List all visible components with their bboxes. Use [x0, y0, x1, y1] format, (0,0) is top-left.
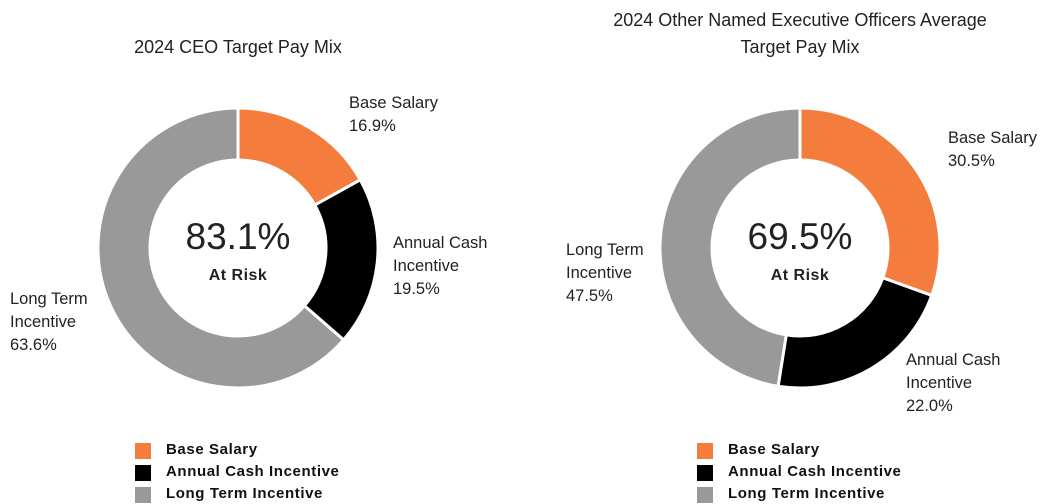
legend-label: Base Salary [166, 441, 258, 458]
slice-label: Annual Cash Incentive 19.5% [393, 232, 505, 301]
donut-slice [96, 106, 346, 390]
legend-label: Annual Cash Incentive [166, 463, 340, 480]
slice-name: Annual Cash Incentive [393, 234, 488, 275]
slice-name: Base Salary [349, 94, 438, 112]
slice-value: 19.5% [393, 280, 440, 298]
slice-name: Long Term Incentive [566, 241, 644, 282]
slice-value: 16.9% [349, 117, 396, 135]
chart-title: 2024 Other Named Executive Officers Aver… [613, 10, 987, 57]
legend-swatch [697, 443, 713, 459]
donut-slice [658, 106, 802, 388]
slice-value: 47.5% [566, 287, 613, 305]
slice-label: Long Term Incentive 63.6% [10, 288, 122, 357]
legend-label: Long Term Incentive [166, 485, 323, 502]
center-sublabel: At Risk [770, 267, 830, 284]
donut-slice [798, 106, 942, 298]
slice-name: Long Term Incentive [10, 290, 88, 331]
legend-label: Base Salary [728, 441, 820, 458]
center-sublabel: At Risk [208, 267, 268, 284]
slice-label: Annual Cash Incentive 22.0% [906, 349, 1018, 418]
slice-name: Base Salary [948, 129, 1037, 147]
legend-label: Annual Cash Incentive [728, 463, 902, 480]
slice-value: 22.0% [906, 397, 953, 415]
chart-title: 2024 CEO Target Pay Mix [134, 37, 342, 57]
slice-label: Base Salary 16.9% [349, 92, 461, 138]
legend-swatch [697, 487, 713, 503]
slice-value: 30.5% [948, 152, 995, 170]
legend-swatch [135, 443, 151, 459]
legend-swatch [135, 465, 151, 481]
slice-value: 63.6% [10, 336, 57, 354]
slice-label: Long Term Incentive 47.5% [566, 239, 678, 308]
legend-swatch [697, 465, 713, 481]
slice-label: Base Salary 30.5% [948, 127, 1047, 173]
center-label: 83.1% [185, 216, 291, 257]
center-label: 69.5% [747, 216, 853, 257]
slice-name: Annual Cash Incentive [906, 351, 1001, 392]
legend-label: Long Term Incentive [728, 485, 885, 502]
legend-swatch [135, 487, 151, 503]
